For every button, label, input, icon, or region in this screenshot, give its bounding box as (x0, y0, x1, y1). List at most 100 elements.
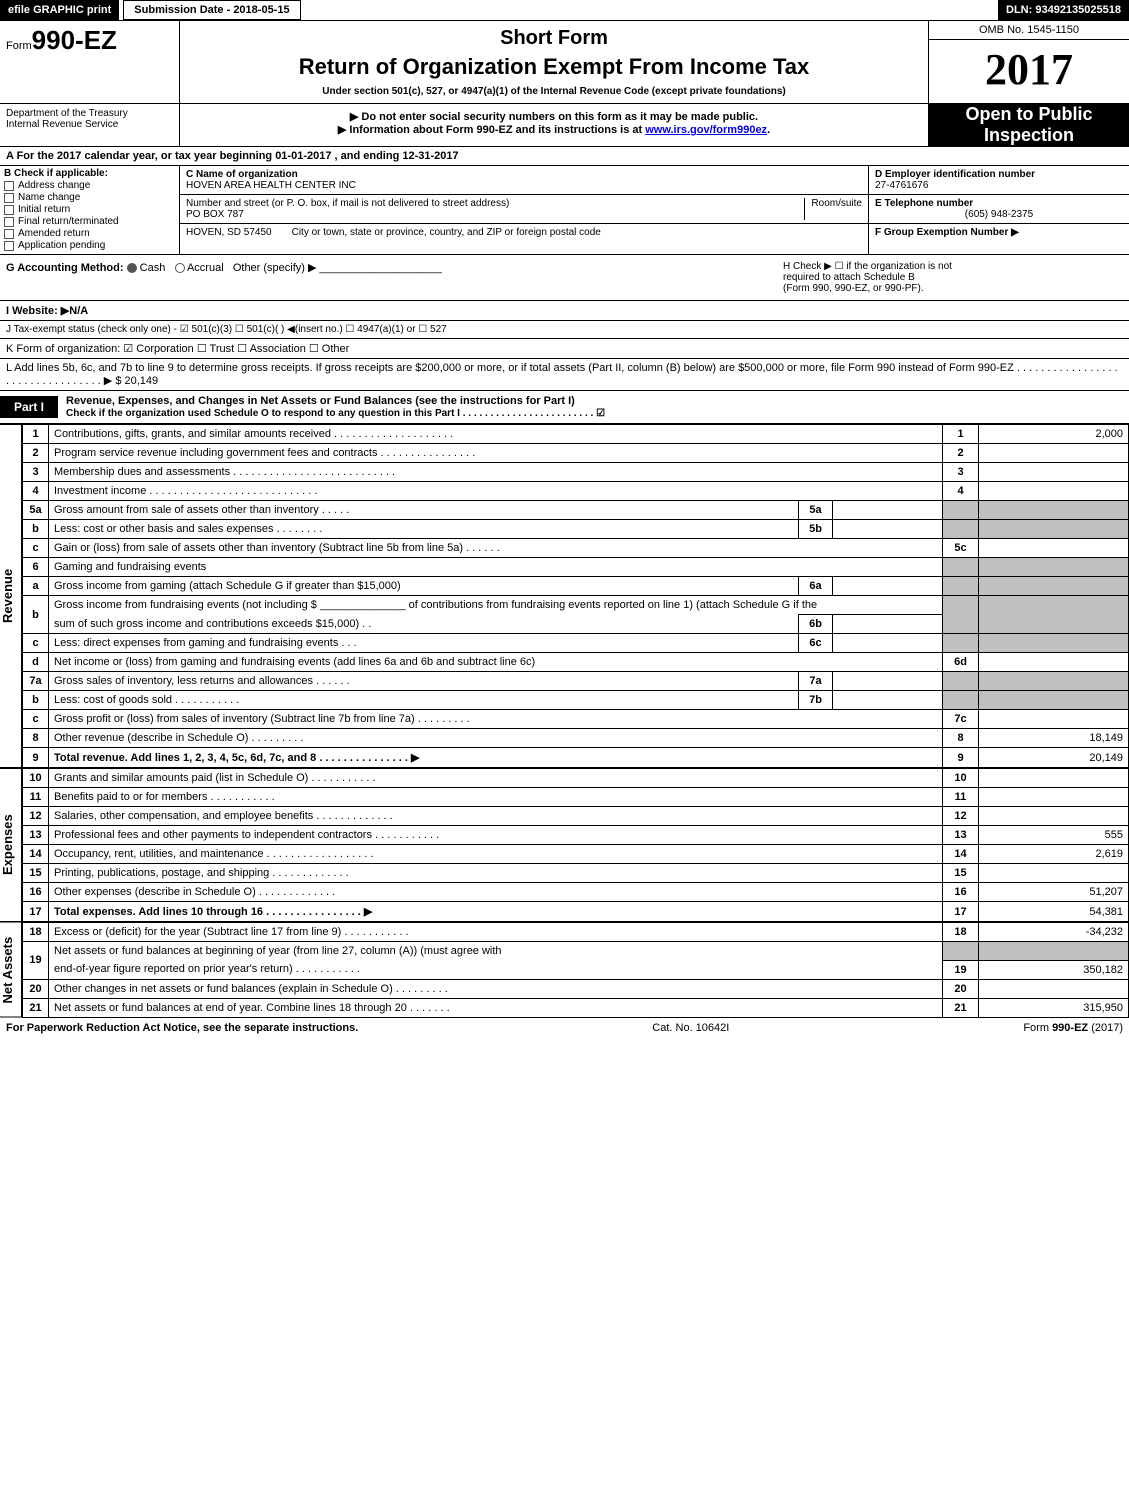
lbl-address-change: Address change (18, 180, 90, 191)
h-line1: H Check ▶ ☐ if the organization is not (783, 261, 1123, 272)
h-scheduleb: H Check ▶ ☐ if the organization is not r… (783, 261, 1123, 294)
instructions-link[interactable]: www.irs.gov/form990ez (645, 124, 767, 136)
line-9-desc: Total revenue. Add lines 1, 2, 3, 4, 5c,… (54, 752, 419, 764)
street-label: Number and street (or P. O. box, if mail… (186, 198, 804, 209)
info-about-pre: ▶ Information about Form 990-EZ and its … (338, 124, 645, 136)
line-6a: aGross income from gaming (attach Schedu… (23, 577, 1129, 596)
g-h-row: G Accounting Method: Cash Accrual Other … (0, 255, 1129, 301)
line-9: 9Total revenue. Add lines 1, 2, 3, 4, 5c… (23, 748, 1129, 768)
department-cell: Department of the Treasury Internal Reve… (0, 104, 180, 146)
chk-amended-return[interactable] (4, 229, 14, 239)
i-website: I Website: ▶N/A (0, 301, 1129, 321)
lbl-application-pending: Application pending (18, 240, 105, 251)
line-18: 18Excess or (deficit) for the year (Subt… (23, 923, 1129, 942)
dept-irs: Internal Revenue Service (6, 119, 173, 130)
section-c-org: C Name of organization HOVEN AREA HEALTH… (180, 166, 869, 254)
do-not-enter-ssn: ▶ Do not enter social security numbers o… (186, 110, 922, 123)
form-prefix: Form (6, 40, 32, 52)
line-17: 17Total expenses. Add lines 10 through 1… (23, 902, 1129, 922)
line-10: 10Grants and similar amounts paid (list … (23, 769, 1129, 788)
under-section-text: Under section 501(c), 527, or 4947(a)(1)… (188, 86, 920, 97)
line-21: 21Net assets or fund balances at end of … (23, 998, 1129, 1017)
line-5b: bLess: cost or other basis and sales exp… (23, 520, 1129, 539)
revenue-side-label: Revenue (0, 424, 22, 768)
radio-accrual[interactable] (175, 263, 185, 273)
section-b-label: B Check if applicable: (4, 168, 175, 179)
part-i-label: Part I (0, 396, 58, 418)
return-title: Return of Organization Exempt From Incom… (188, 54, 920, 80)
room-suite-label: Room/suite (804, 198, 862, 220)
omb-number: OMB No. 1545-1150 (929, 21, 1129, 40)
open-to-public-line2: Inspection (929, 125, 1129, 146)
lbl-cash: Cash (140, 262, 166, 274)
chk-initial-return[interactable] (4, 205, 14, 215)
line-11: 11Benefits paid to or for members . . . … (23, 788, 1129, 807)
submission-date: Submission Date - 2018-05-15 (123, 0, 300, 20)
line-5c: cGain or (loss) from sale of assets othe… (23, 539, 1129, 558)
info-about-post: . (767, 124, 770, 136)
form-number-cell: Form990-EZ (0, 21, 180, 103)
revenue-table: 1Contributions, gifts, grants, and simil… (22, 424, 1129, 768)
section-b-checkboxes: B Check if applicable: Address change Na… (0, 166, 180, 254)
part-i-sub: Check if the organization used Schedule … (66, 408, 605, 419)
line-5a: 5aGross amount from sale of assets other… (23, 501, 1129, 520)
line-19-2: end-of-year figure reported on prior yea… (23, 960, 1129, 979)
k-form-org: K Form of organization: ☑ Corporation ☐ … (0, 339, 1129, 359)
instructions-cell: ▶ Do not enter social security numbers o… (180, 104, 929, 146)
line-7a: 7aGross sales of inventory, less returns… (23, 672, 1129, 691)
org-name: HOVEN AREA HEALTH CENTER INC (186, 180, 356, 191)
line-6: 6Gaming and fundraising events (23, 558, 1129, 577)
h-line3: (Form 990, 990-EZ, or 990-PF). (783, 283, 1123, 294)
line-1: 1Contributions, gifts, grants, and simil… (23, 425, 1129, 444)
g-accounting-method: G Accounting Method: Cash Accrual Other … (6, 261, 783, 294)
header-row-2: Department of the Treasury Internal Reve… (0, 104, 1129, 147)
chk-application-pending[interactable] (4, 241, 14, 251)
e-phone-value: (605) 948-2375 (875, 209, 1123, 220)
form-number: 990-EZ (32, 25, 117, 55)
line-2: 2Program service revenue including gover… (23, 444, 1129, 463)
page-footer: For Paperwork Reduction Act Notice, see … (0, 1018, 1129, 1038)
right-header-cell: OMB No. 1545-1150 2017 (929, 21, 1129, 103)
line-6d: dNet income or (loss) from gaming and fu… (23, 653, 1129, 672)
lbl-accrual: Accrual (187, 262, 224, 274)
line-6b: bGross income from fundraising events (n… (23, 596, 1129, 615)
f-group-label: F Group Exemption Number (875, 227, 1008, 238)
l-gross-receipts: L Add lines 5b, 6c, and 7b to line 9 to … (0, 359, 1129, 391)
line-15: 15Printing, publications, postage, and s… (23, 864, 1129, 883)
line-19: 19Net assets or fund balances at beginni… (23, 942, 1129, 961)
open-to-public-line1: Open to Public (929, 104, 1129, 125)
d-ein-value: 27-4761676 (875, 180, 1123, 191)
part-i-title: Revenue, Expenses, and Changes in Net As… (66, 395, 575, 407)
netassets-side-label: Net Assets (0, 922, 22, 1018)
netassets-section: Net Assets 18Excess or (deficit) for the… (0, 922, 1129, 1018)
line-8: 8Other revenue (describe in Schedule O) … (23, 729, 1129, 748)
title-cell: Short Form Return of Organization Exempt… (180, 21, 929, 103)
g-label: G Accounting Method: (6, 262, 124, 274)
section-def: D Employer identification number 27-4761… (869, 166, 1129, 254)
footer-paperwork: For Paperwork Reduction Act Notice, see … (6, 1022, 358, 1034)
radio-cash[interactable] (127, 263, 137, 273)
h-line2: required to attach Schedule B (783, 272, 1123, 283)
line-14: 14Occupancy, rent, utilities, and mainte… (23, 845, 1129, 864)
dept-treasury: Department of the Treasury (6, 108, 173, 119)
line-a-calendar-year: A For the 2017 calendar year, or tax yea… (0, 147, 1129, 166)
street-value: PO BOX 787 (186, 209, 804, 220)
tax-year: 2017 (929, 40, 1129, 99)
line-3: 3Membership dues and assessments . . . .… (23, 463, 1129, 482)
footer-formref: Form 990-EZ (2017) (1023, 1022, 1123, 1034)
city-value: HOVEN, SD 57450 (186, 227, 272, 238)
line-7c: cGross profit or (loss) from sales of in… (23, 710, 1129, 729)
open-to-public-badge: Open to Public Inspection (929, 104, 1129, 146)
j-tax-exempt: J Tax-exempt status (check only one) - ☑… (0, 321, 1129, 339)
e-phone-label: E Telephone number (875, 198, 1123, 209)
chk-name-change[interactable] (4, 193, 14, 203)
chk-final-return[interactable] (4, 217, 14, 227)
efile-print-badge: efile GRAPHIC print (0, 0, 119, 20)
lbl-other: Other (specify) ▶ (233, 262, 317, 274)
line-6c: cLess: direct expenses from gaming and f… (23, 634, 1129, 653)
chk-address-change[interactable] (4, 181, 14, 191)
dln-badge: DLN: 93492135025518 (998, 0, 1129, 20)
form-990ez-page: efile GRAPHIC print Submission Date - 20… (0, 0, 1129, 1038)
netassets-table: 18Excess or (deficit) for the year (Subt… (22, 922, 1129, 1018)
line-4: 4Investment income . . . . . . . . . . .… (23, 482, 1129, 501)
